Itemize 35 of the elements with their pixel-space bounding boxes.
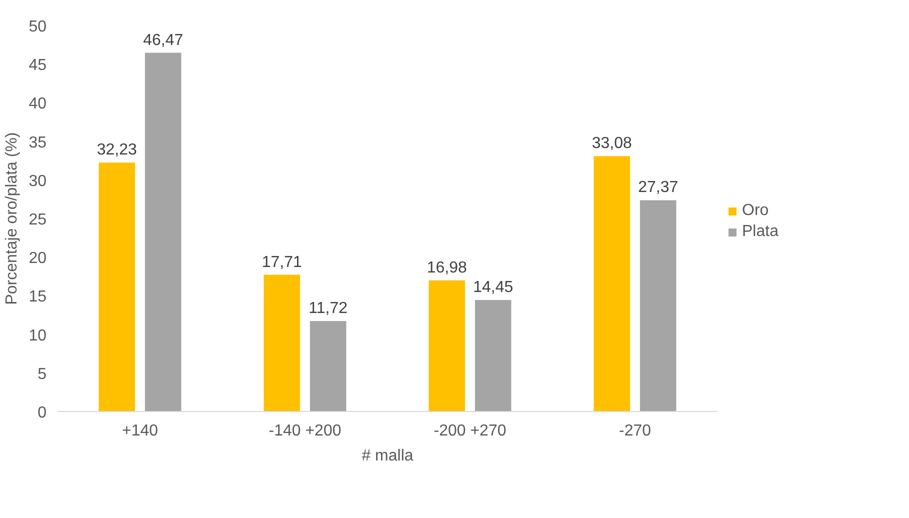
x-tick-label: -270: [618, 422, 652, 440]
bar: [144, 52, 182, 412]
data-label: 11,72: [308, 300, 348, 318]
legend-label: Plata: [742, 223, 778, 241]
bar: [98, 162, 136, 412]
x-tick-label: +140: [122, 422, 158, 440]
data-label: 17,71: [262, 254, 302, 271]
y-tick-label: 15: [28, 288, 47, 306]
y-tick-label: 45: [28, 57, 47, 74]
y-tick-label: 5: [38, 366, 47, 383]
y-tick-label: 30: [28, 172, 47, 190]
data-label: 33,08: [592, 135, 632, 152]
y-tick-label: 25: [28, 212, 47, 228]
x-axis-title: # malla: [362, 448, 414, 464]
data-label: 16,98: [426, 259, 468, 276]
bar: [474, 300, 512, 412]
bar: [264, 274, 300, 412]
legend-label: Oro: [742, 202, 769, 220]
data-label: 14,45: [473, 278, 514, 296]
bar: [310, 321, 346, 412]
y-tick-label: 35: [28, 134, 47, 152]
x-tick-label: -200 +270: [434, 422, 506, 440]
bar: [428, 280, 466, 412]
data-label: 27,37: [638, 179, 678, 196]
y-tick-label: 0: [38, 404, 47, 422]
y-tick-label: 40: [28, 96, 47, 113]
x-tick-label: -140 +200: [268, 422, 342, 440]
data-label: 32,23: [96, 142, 138, 159]
bar: [640, 200, 676, 412]
y-tick-label: 10: [28, 327, 47, 344]
bar: [594, 156, 630, 412]
y-tick-label: 20: [28, 250, 47, 268]
y-tick-label: 50: [28, 18, 47, 36]
y-axis-title: Porcentaje oro/plata (%): [4, 132, 21, 305]
data-label: 46,47: [143, 32, 184, 49]
